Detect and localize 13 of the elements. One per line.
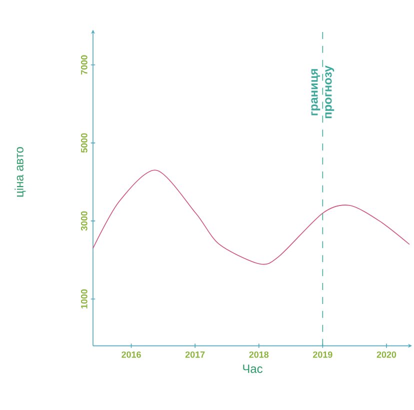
x-tick-label: 2018 (249, 351, 269, 358)
y-tick-label: 7000 (81, 55, 88, 74)
x-axis-title: Час (243, 364, 262, 373)
ref-line-label: границя прогнозу (311, 66, 334, 118)
x-tick-label: 2016 (122, 351, 141, 358)
line-series (92, 170, 410, 265)
y-tick-label: 5000 (81, 133, 88, 153)
y-tick-label: 1000 (81, 289, 88, 308)
x-tick-label: 2020 (376, 351, 396, 358)
x-tick-label: 2019 (313, 351, 332, 358)
y-axis-title: ціна авто (14, 147, 26, 197)
x-tick-label: 2017 (185, 351, 205, 358)
y-tick-label: 3000 (80, 211, 88, 231)
